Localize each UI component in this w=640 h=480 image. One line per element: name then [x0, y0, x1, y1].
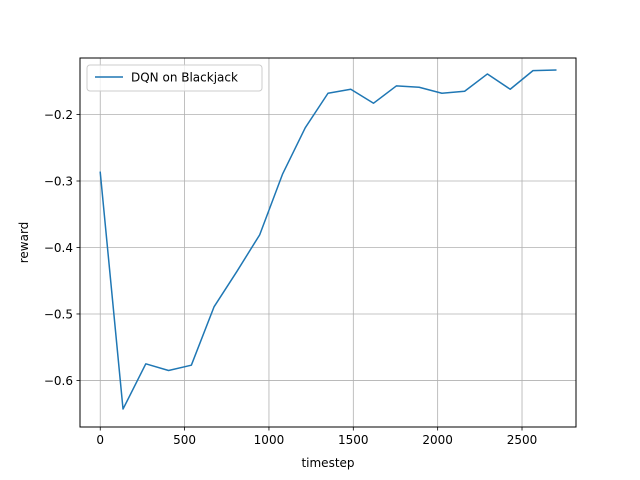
x-tick-label: 500 — [173, 433, 196, 447]
y-tick-label: −0.4 — [44, 241, 73, 255]
x-tick-label: 2500 — [507, 433, 538, 447]
ticks: 0 500 1000 1500 2000 2500 −0.6 −0.5 −0.4 −0.3 −0.2 — [44, 108, 537, 447]
plot-frame — [79, 57, 577, 428]
x-tick-label: 0 — [96, 433, 104, 447]
legend: DQN on Blackjack — [86, 64, 263, 92]
grid — [80, 58, 576, 427]
series-line — [99, 69, 557, 410]
legend-box — [86, 64, 263, 92]
x-axis-label: timestep — [301, 456, 354, 470]
y-tick-label: −0.5 — [44, 307, 73, 321]
y-axis-label: reward — [17, 222, 31, 264]
y-tick-label: −0.2 — [44, 108, 73, 122]
x-tick-label: 1000 — [254, 433, 285, 447]
series-layer — [99, 69, 557, 410]
x-tick-label: 2000 — [422, 433, 453, 447]
y-tick-label: −0.6 — [44, 374, 73, 388]
y-tick-label: −0.3 — [44, 175, 73, 189]
x-tick-label: 1500 — [338, 433, 369, 447]
legend-label: DQN on Blackjack — [131, 71, 238, 85]
